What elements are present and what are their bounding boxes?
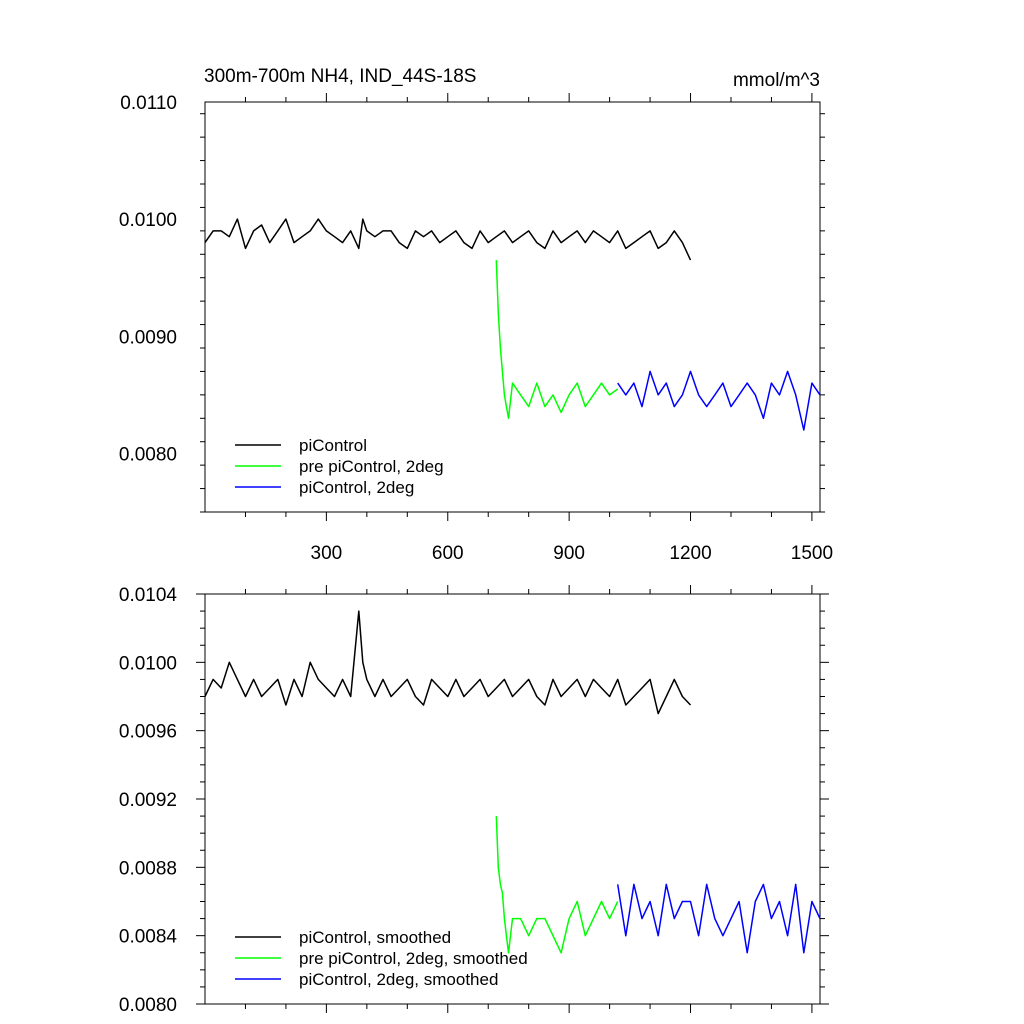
x-tick-label: 600 bbox=[432, 543, 464, 564]
x-tick-label: 1200 bbox=[669, 543, 711, 564]
y-tick-label: 0.0090 bbox=[119, 327, 177, 348]
top-panel: 300 600 900 1200 1500 0.0080 0.0090 0.0100 0.011… bbox=[119, 93, 833, 564]
legend-label: pre piControl, 2deg, smoothed bbox=[299, 949, 528, 968]
plot-frame bbox=[204, 593, 821, 1005]
y-tick-label: 0.0080 bbox=[119, 995, 177, 1016]
y-tick-label: 0.0084 bbox=[119, 927, 178, 948]
series-line-3 bbox=[616, 883, 821, 954]
legend-label: piControl, 2deg, smoothed bbox=[299, 970, 498, 989]
y-tick-label: 0.0088 bbox=[119, 858, 177, 879]
x-tick-label: 1500 bbox=[791, 543, 833, 564]
series-line-2 bbox=[495, 260, 619, 420]
series-line-1 bbox=[204, 610, 692, 715]
plot-frame bbox=[204, 101, 821, 513]
series-line-1 bbox=[204, 218, 692, 261]
x-tick-label: 900 bbox=[553, 543, 585, 564]
bottom-panel: 0.0080 0.0084 0.0088 0.0092 0.0096 0.0100 0.01… bbox=[119, 585, 829, 1016]
legend-label: piControl bbox=[299, 436, 367, 455]
y-tick-label: 0.0096 bbox=[119, 722, 177, 743]
legend-label: piControl, smoothed bbox=[299, 928, 451, 947]
series-line-2 bbox=[495, 816, 619, 954]
x-tick-label: 300 bbox=[311, 543, 343, 564]
legend-label: piControl, 2deg bbox=[299, 478, 414, 497]
series-line-3 bbox=[617, 370, 821, 431]
y-tick-label: 0.0110 bbox=[120, 93, 177, 114]
chart-header-right: mmol/m^3 bbox=[733, 70, 820, 91]
y-tick-label: 0.0092 bbox=[119, 790, 177, 811]
y-tick-label: 0.0104 bbox=[119, 585, 178, 606]
y-tick-label: 0.0080 bbox=[119, 444, 177, 465]
y-tick-label: 0.0100 bbox=[119, 653, 177, 674]
chart-header-left: 300m-700m NH4, IND_44S-18S bbox=[204, 66, 476, 87]
y-tick-label: 0.0100 bbox=[119, 210, 177, 231]
legend-label: pre piControl, 2deg bbox=[299, 457, 444, 476]
